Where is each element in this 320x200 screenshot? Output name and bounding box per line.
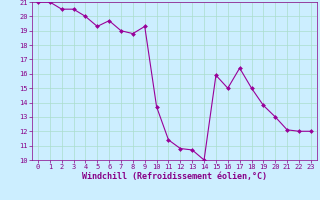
X-axis label: Windchill (Refroidissement éolien,°C): Windchill (Refroidissement éolien,°C) bbox=[82, 172, 267, 181]
